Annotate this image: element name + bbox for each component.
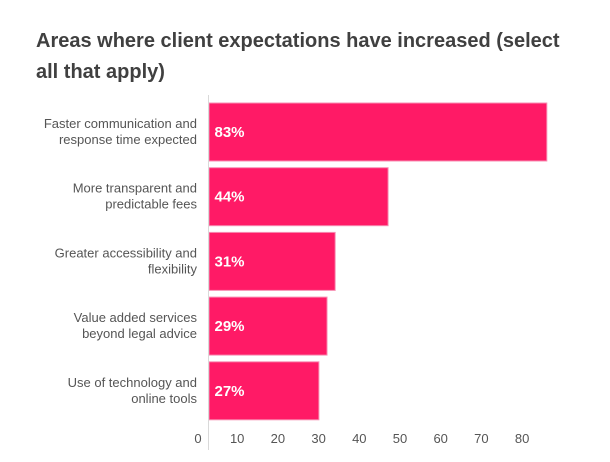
bars-group: 83% 44% 31% 29% 27% xyxy=(208,102,548,421)
category-label: More transparent and predictable fees xyxy=(73,181,198,212)
bar xyxy=(208,231,336,291)
x-tick-label: 50 xyxy=(393,431,407,446)
bar xyxy=(208,361,320,421)
x-tick-label: 40 xyxy=(352,431,366,446)
bar xyxy=(208,167,389,227)
chart-title: Areas where client expectations have inc… xyxy=(36,30,560,83)
bar xyxy=(208,296,328,356)
category-label: Greater accessibility and flexibility xyxy=(55,245,198,276)
category-label: Value added services beyond legal advice xyxy=(74,310,198,341)
x-tick-label: 30 xyxy=(311,431,325,446)
category-label: Faster communication and response time ex… xyxy=(44,116,197,147)
data-label: 27% xyxy=(215,383,245,400)
data-label: 31% xyxy=(215,253,245,270)
x-tick-label: 70 xyxy=(474,431,488,446)
x-tick-label: 0 xyxy=(194,431,201,446)
data-label: 83% xyxy=(215,124,245,141)
x-axis-ticks: 0 10 20 30 40 50 60 70 80 xyxy=(194,431,529,446)
x-tick-label: 20 xyxy=(271,431,285,446)
bar xyxy=(208,102,548,162)
category-label: Use of technology and online tools xyxy=(68,375,198,406)
x-tick-label: 80 xyxy=(515,431,529,446)
data-label: 44% xyxy=(215,189,245,206)
x-tick-label: 60 xyxy=(433,431,447,446)
data-label: 29% xyxy=(215,318,245,335)
category-labels: Faster communication and response time ex… xyxy=(44,116,198,406)
x-tick-label: 10 xyxy=(230,431,244,446)
